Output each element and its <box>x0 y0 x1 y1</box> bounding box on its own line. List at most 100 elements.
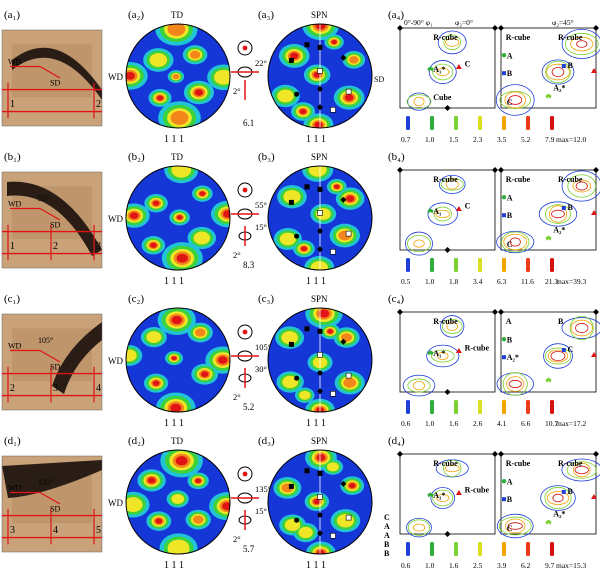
a1-star-marker <box>427 350 434 356</box>
svg-text:R-cube: R-cube <box>558 459 583 468</box>
svg-text:1 1 1: 1 1 1 <box>164 134 184 145</box>
svg-text:A: A <box>384 522 390 531</box>
svg-text:Cube: Cube <box>433 93 452 102</box>
legend-swatch <box>478 400 482 414</box>
a-marker <box>501 195 507 200</box>
orientation-marker-a <box>294 375 300 381</box>
svg-text:22°: 22° <box>255 58 267 68</box>
svg-text:B: B <box>568 61 574 70</box>
legend-swatch <box>550 542 554 556</box>
pf-a2-row2-contours <box>126 308 230 412</box>
orientation-marker-b-open <box>345 230 352 237</box>
svg-text:2°: 2° <box>233 534 241 544</box>
orientation-marker-b <box>317 328 323 334</box>
svg-text:max=12.0: max=12.0 <box>556 135 587 144</box>
orientation-marker-b-open <box>317 210 323 216</box>
svg-text:SPN: SPN <box>311 436 328 446</box>
svg-text:1: 1 <box>10 99 15 110</box>
figure-row-3: (c₁) (c₂) (c₃) (c₄) 2 3 4 WD SD 105° WD 1 1 1 105° 30… <box>1 293 600 429</box>
svg-text:WD: WD <box>108 356 123 366</box>
cube-diamond-marker <box>492 451 498 457</box>
orientation-marker-b <box>317 470 323 476</box>
panel-label: (a₄) <box>388 9 404 21</box>
legend-swatch <box>406 542 410 556</box>
svg-text:0.7: 0.7 <box>401 135 411 144</box>
sd-arrow <box>39 65 61 79</box>
orientation-marker-b <box>304 42 310 48</box>
svg-text:1.0: 1.0 <box>425 277 435 286</box>
legend-swatch <box>526 400 530 414</box>
cube-diamond-marker <box>492 25 498 31</box>
svg-text:0.6: 0.6 <box>401 419 411 428</box>
legend-swatch <box>454 116 458 130</box>
legend-swatch <box>502 258 506 272</box>
panel-label: (d₂) <box>128 435 145 447</box>
panel-label: (d₃) <box>258 435 275 447</box>
cube-diamond-marker <box>444 531 451 537</box>
legend-swatch <box>478 542 482 556</box>
svg-text:WD: WD <box>108 214 123 224</box>
svg-text:φ₂=0°: φ₂=0° <box>455 18 473 27</box>
svg-text:R-cube: R-cube <box>506 459 531 468</box>
sd-arrow <box>39 207 61 221</box>
orientation-marker-b <box>317 44 323 50</box>
orientation-marker-b-open <box>317 351 323 358</box>
orientation-marker-b <box>288 57 294 63</box>
cube-diamond-marker <box>492 167 498 173</box>
rotation-axis-icon <box>237 40 253 56</box>
svg-text:C: C <box>465 59 471 68</box>
panel-label: (c₄) <box>388 293 404 305</box>
orientation-marker-b <box>304 468 310 474</box>
svg-text:5.2: 5.2 <box>521 135 531 144</box>
a2-star-marker <box>545 235 552 241</box>
svg-text:9.7: 9.7 <box>545 561 555 570</box>
b-marker <box>502 213 506 218</box>
panel-label: (b₃) <box>258 151 275 163</box>
svg-text:A: A <box>506 317 512 326</box>
cube-diamond-marker <box>498 25 504 31</box>
c-triangle-marker <box>455 64 462 69</box>
orientation-marker-b <box>288 199 294 205</box>
orientation-marker-cube <box>340 480 347 487</box>
svg-text:15°: 15° <box>255 506 267 516</box>
legend-swatch <box>430 400 434 414</box>
panel-label: (b₁) <box>4 151 21 163</box>
svg-text:55°: 55° <box>255 200 267 210</box>
svg-text:R-cube: R-cube <box>433 317 458 326</box>
orientation-marker-cube <box>340 54 347 61</box>
svg-text:2.6: 2.6 <box>473 419 483 428</box>
orientation-marker-b <box>288 483 294 489</box>
svg-text:B: B <box>507 335 513 344</box>
svg-text:2°: 2° <box>233 250 241 260</box>
svg-text:10.7: 10.7 <box>545 419 558 428</box>
legend-swatch <box>526 258 530 272</box>
svg-text:3: 3 <box>96 241 101 252</box>
orientation-marker-a <box>317 512 323 518</box>
svg-text:SPN: SPN <box>311 152 328 162</box>
panel-label: (a₃) <box>258 9 274 21</box>
legend-swatch <box>454 542 458 556</box>
svg-text:max=39.3: max=39.3 <box>556 277 587 286</box>
svg-text:A: A <box>507 51 513 60</box>
svg-text:B: B <box>507 495 513 504</box>
cube-diamond-marker <box>498 309 504 315</box>
svg-text:1.6: 1.6 <box>449 561 459 570</box>
svg-text:6.1: 6.1 <box>243 118 254 128</box>
svg-text:1.0: 1.0 <box>425 135 435 144</box>
svg-text:B: B <box>568 203 574 212</box>
svg-text:A: A <box>507 193 513 202</box>
figure-row-1: (a₁) (a₂) (a₃) (a₄) 1 2 WD SD TD WD 1 1 1 22° 2° 6.1 S… <box>1 9 600 145</box>
svg-text:1 1 1: 1 1 1 <box>164 560 184 571</box>
svg-text:7.9: 7.9 <box>545 135 555 144</box>
svg-text:1 1 1: 1 1 1 <box>164 418 184 429</box>
cube-diamond-marker <box>444 247 451 253</box>
b-marker <box>561 206 566 210</box>
svg-text:A: A <box>507 477 513 486</box>
orientation-marker-cube <box>317 246 323 253</box>
orientation-marker-b-open <box>345 514 352 521</box>
svg-text:WD: WD <box>108 72 123 82</box>
odf-section-phi2-0 <box>399 453 496 535</box>
svg-text:1.5: 1.5 <box>449 135 459 144</box>
svg-text:A₂*: A₂* <box>507 353 519 362</box>
svg-text:55°: 55° <box>38 194 49 203</box>
